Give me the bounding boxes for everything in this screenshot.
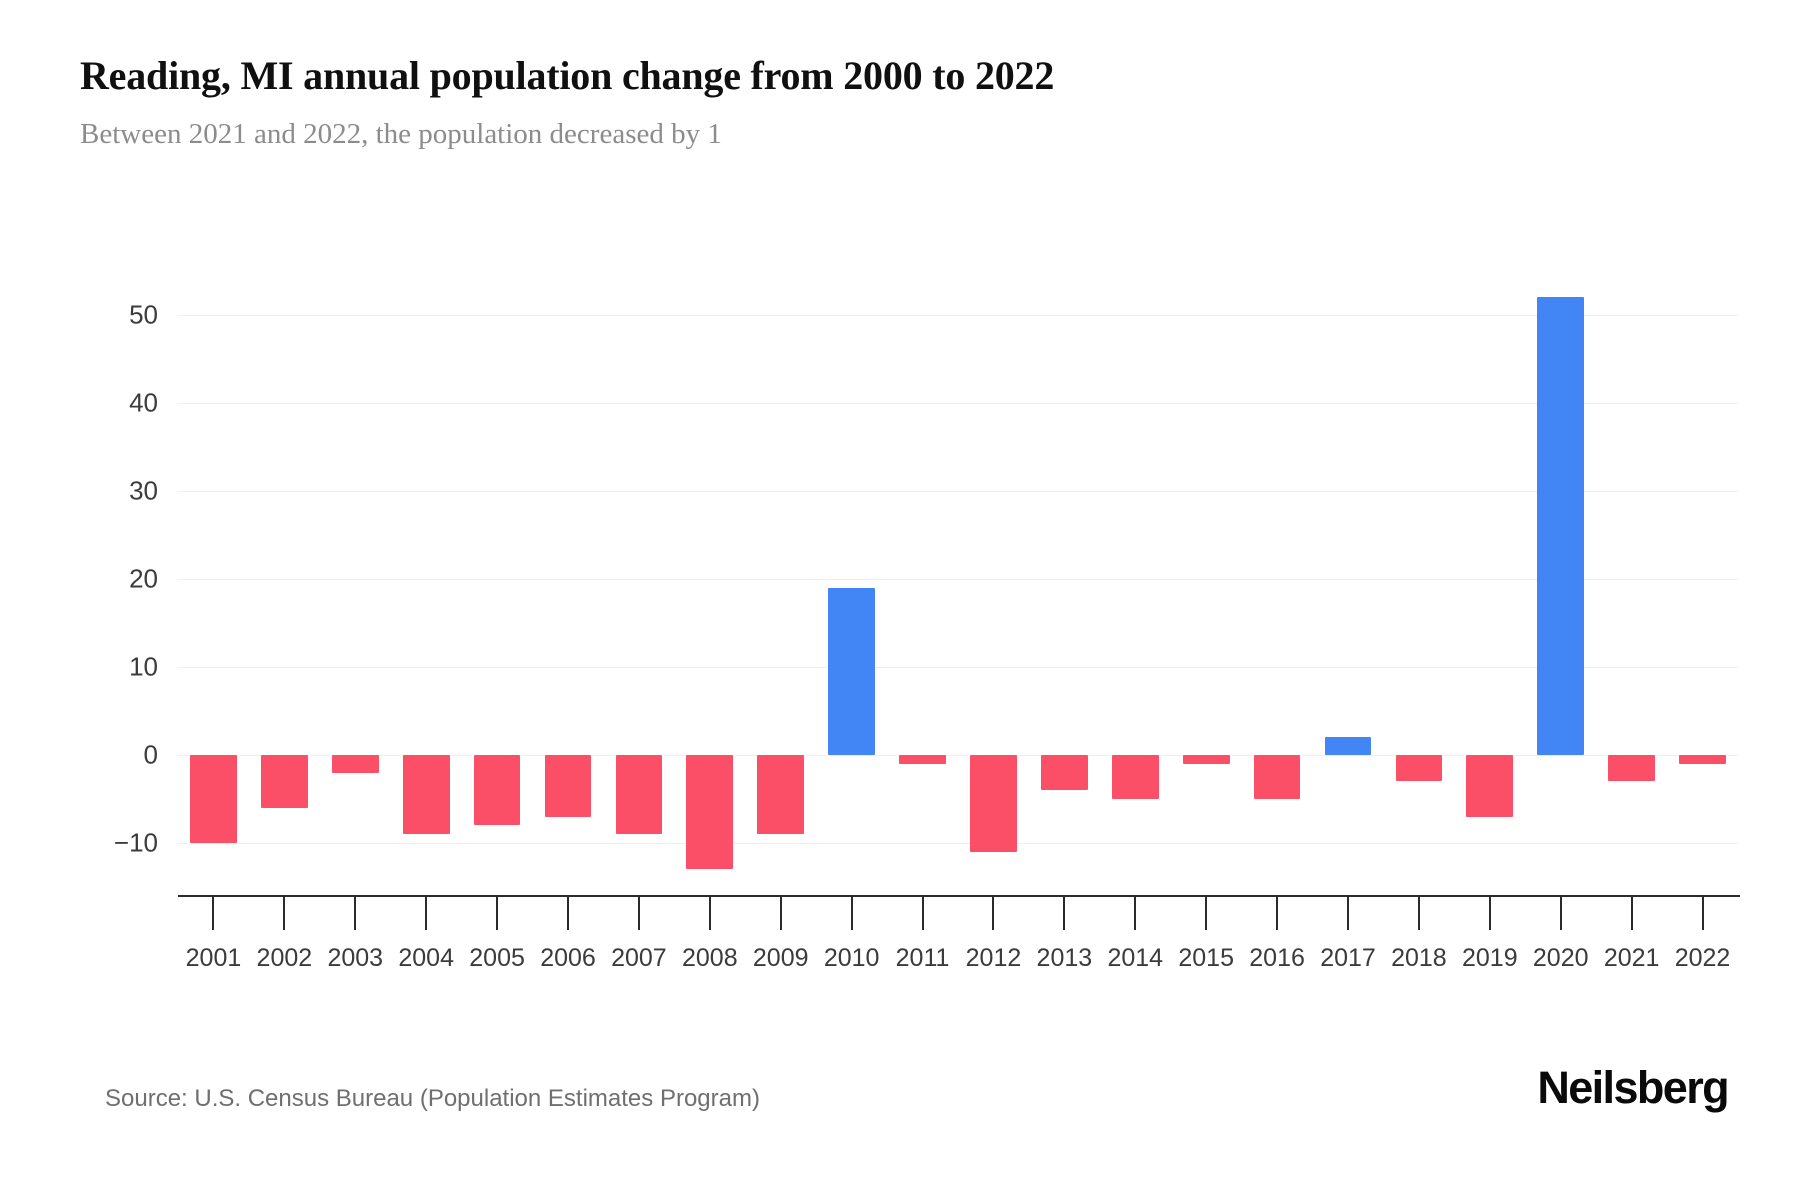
x-axis-label-2004: 2004 (398, 944, 454, 972)
bar-2001[interactable] (190, 755, 237, 843)
x-axis-tick (1559, 897, 1562, 930)
gridline (178, 667, 1738, 668)
y-axis-tick-label: 50 (129, 299, 158, 330)
bar-2016[interactable] (1253, 755, 1301, 799)
x-axis-tick (1417, 897, 1420, 930)
y-axis-tick-label: 30 (129, 475, 158, 506)
x-axis-tick (1347, 897, 1349, 930)
x-axis-line (178, 895, 1740, 897)
gridline (178, 843, 1738, 844)
x-axis-tick (496, 897, 499, 930)
x-axis-label-2014: 2014 (1107, 944, 1164, 972)
x-axis-tick (921, 897, 924, 930)
bar-2013[interactable] (1040, 755, 1088, 791)
bar-2017[interactable] (1324, 737, 1372, 755)
bar-2022[interactable] (1679, 755, 1726, 764)
x-axis-label-2003: 2003 (327, 944, 384, 972)
bar-2012[interactable] (970, 755, 1017, 852)
x-axis-label-2007: 2007 (611, 944, 667, 972)
x-axis-tick (1276, 897, 1279, 930)
x-axis-tick (708, 897, 711, 930)
x-axis-label-2015: 2015 (1178, 944, 1234, 972)
bar-2002[interactable] (260, 755, 308, 808)
gridline (178, 403, 1738, 404)
y-axis-tick-label: 20 (129, 563, 158, 594)
x-axis-label-2021: 2021 (1603, 944, 1660, 972)
x-axis-tick (567, 897, 569, 930)
x-axis-tick (354, 897, 357, 930)
x-axis-tick (283, 897, 286, 930)
x-axis-tick (637, 897, 640, 930)
x-axis-label-2010: 2010 (823, 944, 880, 972)
x-axis-tick (1488, 897, 1491, 930)
bar-2015[interactable] (1182, 755, 1230, 764)
page-title: Reading, MI annual population change fro… (80, 53, 1055, 98)
bar-2008[interactable] (686, 755, 734, 870)
y-axis-tick-label: 10 (129, 651, 158, 682)
x-axis-label-2011: 2011 (895, 944, 950, 972)
x-axis-tick (1134, 897, 1137, 930)
y-axis-tick-label: 40 (129, 387, 158, 418)
x-axis-label-2009: 2009 (752, 944, 809, 972)
x-axis-tick (850, 897, 853, 930)
gridline (178, 579, 1738, 580)
x-axis-label-2017: 2017 (1320, 944, 1376, 972)
bar-2009[interactable] (757, 755, 805, 835)
bar-2020[interactable] (1537, 297, 1585, 755)
bar-2011[interactable] (899, 755, 946, 764)
gridline (178, 491, 1738, 492)
bar-2010[interactable] (828, 587, 876, 755)
bar-2003[interactable] (331, 755, 379, 773)
x-axis-label-2008: 2008 (682, 944, 738, 972)
x-axis-tick (1630, 897, 1633, 930)
x-axis-label-2006: 2006 (540, 944, 596, 972)
x-axis-label-2002: 2002 (256, 944, 313, 972)
x-axis-label-2016: 2016 (1249, 944, 1305, 972)
bar-2005[interactable] (473, 755, 521, 826)
x-axis-tick (1701, 897, 1704, 930)
x-axis-label-2013: 2013 (1036, 944, 1093, 972)
source-note: Source: U.S. Census Bureau (Population E… (105, 1085, 760, 1112)
x-axis-label-2018: 2018 (1391, 944, 1447, 972)
bar-2006[interactable] (544, 755, 592, 817)
x-axis-tick (1205, 897, 1208, 930)
x-axis-label-2022: 2022 (1674, 944, 1731, 972)
x-axis-label-2020: 2020 (1532, 944, 1589, 972)
x-axis-tick (779, 897, 782, 930)
bar-2007[interactable] (615, 755, 663, 835)
chart-subtitle: Between 2021 and 2022, the population de… (80, 118, 722, 151)
bar-2004[interactable] (402, 755, 450, 835)
gridline (178, 755, 1738, 756)
x-axis-tick (1063, 897, 1066, 930)
x-axis-label-2001: 2001 (185, 944, 242, 972)
brand-logo: Neilsberg (1537, 1062, 1729, 1113)
x-axis-tick (992, 897, 995, 930)
x-axis-label-2005: 2005 (469, 944, 525, 972)
chart-header: Reading, MI annual population change fro… (80, 52, 1730, 152)
bar-2019[interactable] (1466, 755, 1514, 817)
bars-group (178, 0, 1738, 1200)
gridline (178, 315, 1738, 316)
y-axis-tick-label: 0 (143, 739, 158, 770)
y-axis-tick-label: −10 (113, 827, 158, 858)
bar-2014[interactable] (1111, 755, 1159, 799)
bar-2018[interactable] (1395, 755, 1443, 782)
x-axis-tick (212, 897, 215, 930)
bar-2021[interactable] (1608, 755, 1656, 782)
x-axis-label-2019: 2019 (1462, 944, 1518, 972)
x-axis-tick (425, 897, 428, 930)
x-axis-label-2012: 2012 (965, 944, 1022, 972)
